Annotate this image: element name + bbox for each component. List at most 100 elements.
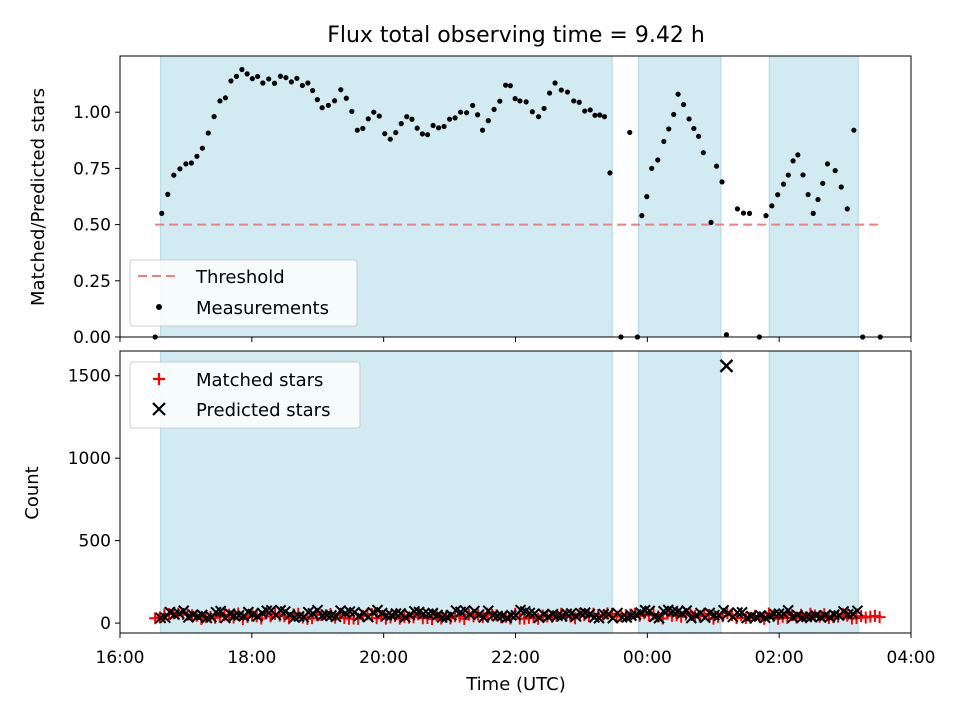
measurement-point [535, 114, 542, 120]
x-tick-label: 18:00 [227, 648, 276, 668]
measurement-point [277, 73, 283, 79]
x-tick-label: 20:00 [359, 648, 408, 668]
bottom-y-axis-ticks: 0 500 1000 1500 [68, 367, 120, 634]
predicted-star-marker [731, 606, 744, 619]
measurement-point [597, 112, 603, 118]
measurement-point [734, 206, 741, 212]
measurement-point [354, 127, 360, 133]
threshold-legend-label: Threshold [195, 267, 285, 288]
measurements-legend-label: Measurements [196, 298, 329, 319]
measurement-point [260, 80, 266, 86]
bottom-y-tick-label: 500 [79, 532, 111, 552]
measurement-point [700, 150, 706, 156]
measurement-point [691, 125, 697, 132]
measurement-point [283, 74, 289, 81]
measurement-point [228, 78, 234, 84]
top-y-tick-label: 0.25 [73, 272, 111, 292]
measurement-point [409, 116, 415, 122]
measurement-point [194, 153, 200, 159]
x-tick-label: 16:00 [96, 648, 145, 668]
measurement-point [288, 79, 294, 85]
x-tick-label: 00:00 [623, 648, 672, 668]
measurement-point [331, 98, 338, 104]
measurement-point [414, 125, 420, 131]
measurement-point [851, 127, 857, 133]
measurement-point [474, 112, 481, 118]
top-y-tick-label: 1.00 [73, 103, 111, 123]
measurement-point [763, 213, 769, 219]
measurement-point [838, 184, 844, 190]
measurement-point [382, 131, 388, 137]
measurement-point [430, 122, 436, 129]
measurement-point [644, 194, 650, 200]
measurement-point [452, 115, 458, 121]
measurement-point [159, 210, 165, 216]
predicted-star-marker [154, 612, 167, 624]
measurement-point [305, 80, 311, 86]
predicted-star-marker [293, 610, 305, 623]
predicted-star-marker [768, 608, 781, 620]
predicted-star-marker [851, 605, 864, 617]
measurement-point [661, 138, 667, 145]
measurement-point [546, 90, 553, 96]
measurement-point [398, 121, 404, 127]
predicted-star-marker [560, 608, 573, 620]
predicted-star-marker [214, 605, 227, 617]
predicted-star-marker [800, 611, 813, 623]
measurement-point [319, 105, 325, 111]
measurement-point [824, 161, 831, 167]
measurement-point [582, 108, 588, 114]
measurement-point [696, 133, 702, 139]
measurement-point [266, 76, 272, 82]
predicted-star-marker [773, 608, 785, 620]
measurement-point [435, 125, 442, 131]
predicted-star-marker [417, 608, 430, 620]
top-y-tick-label: 0.75 [73, 159, 111, 179]
measurement-point [832, 168, 838, 174]
predicted-star-marker [680, 604, 693, 617]
top-x-axis-ticks [119, 337, 912, 342]
predicted-star-marker [505, 609, 518, 621]
measurement-point [769, 203, 775, 209]
measurement-point [713, 163, 720, 169]
measurement-point [222, 95, 229, 101]
measurement-point [639, 213, 645, 219]
measurement-point [523, 99, 529, 105]
measurement-point [365, 116, 371, 122]
predicted-star-marker [321, 609, 333, 621]
measurement-point [675, 91, 681, 97]
measurement-point [649, 165, 655, 171]
predicted-legend-label: Predicted stars [196, 400, 330, 421]
measurement-point [507, 83, 513, 89]
top-shaded-interval-3 [768, 55, 859, 338]
measurement-point [338, 87, 344, 93]
predicted-star-marker [436, 611, 448, 624]
matched-star-marker [873, 611, 886, 624]
bottom-y-tick-label: 1000 [68, 449, 111, 469]
measurement-point [255, 73, 261, 80]
top-y-tick-label: 0.50 [73, 216, 111, 236]
bottom-y-axis-label: Count [22, 466, 43, 519]
measurement-point [310, 87, 316, 94]
measurement-point [810, 210, 816, 216]
predicted-star-marker [653, 612, 665, 624]
measurement-point [576, 99, 582, 105]
x-tick-label: 22:00 [491, 648, 540, 668]
measurement-point [271, 80, 278, 86]
measurement-point [217, 98, 223, 104]
predicted-star-marker [390, 607, 402, 620]
bottom-shaded-interval-3 [768, 350, 859, 634]
measurement-point [294, 75, 300, 81]
measurement-point [491, 106, 497, 112]
measurement-point [601, 114, 608, 120]
measurement-point [376, 113, 382, 119]
measurement-point [775, 192, 781, 198]
measurement-point [464, 110, 470, 116]
measurement-point [360, 125, 366, 132]
measurement-point [199, 145, 205, 151]
measurement-point [815, 196, 821, 203]
measurement-point [790, 158, 796, 164]
measurement-point [497, 98, 503, 104]
measurement-point [671, 111, 677, 118]
